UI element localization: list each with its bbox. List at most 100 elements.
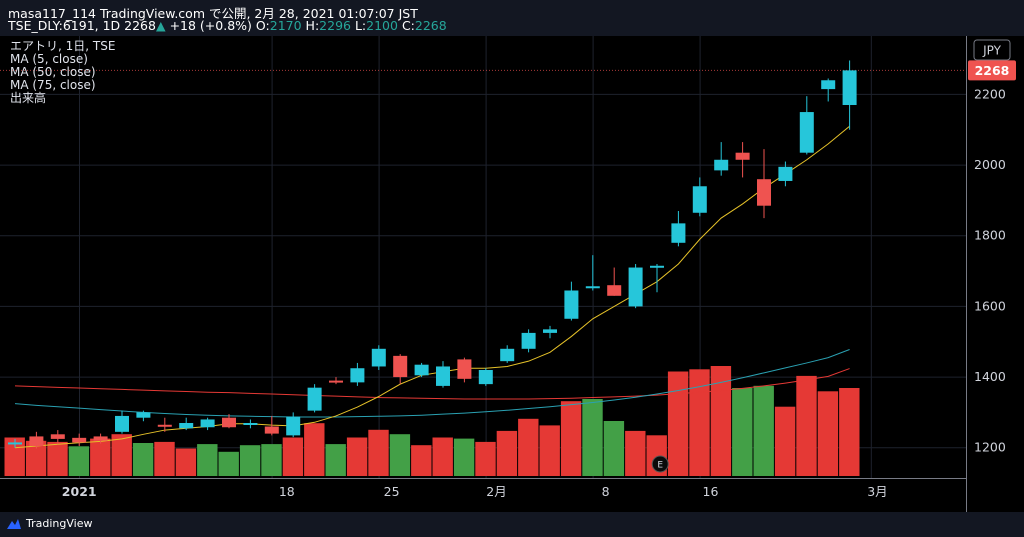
chart-header: masa117_114 TradingView.com で公開, 2月 28, … — [0, 0, 1024, 36]
candle[interactable] — [414, 362, 429, 378]
y-tick-label: 1800 — [974, 228, 1006, 243]
candle[interactable] — [243, 419, 258, 429]
candle[interactable] — [457, 357, 472, 383]
candle[interactable] — [157, 417, 172, 432]
legend-ma75[interactable]: MA (75, close) — [10, 78, 96, 92]
candle[interactable] — [521, 329, 536, 353]
candle[interactable] — [564, 281, 579, 321]
tradingview-logo[interactable]: TradingView — [6, 517, 92, 530]
ma75-line — [14, 368, 850, 400]
volume-bar — [817, 391, 839, 476]
last-price-badge — [968, 60, 1016, 81]
candle-body — [585, 286, 600, 289]
volume-bar — [411, 445, 432, 476]
up-arrow-icon: ▲ — [155, 18, 166, 33]
volume-bar — [261, 444, 282, 476]
volume-bar — [539, 425, 560, 476]
candle[interactable] — [93, 433, 108, 444]
x-tick-label: 25 — [384, 484, 400, 499]
candle[interactable] — [757, 149, 771, 219]
price-chart[interactable]: E 1200 1400 1600 1800 2000 2200 JPY 2268 2021 18 25… — [0, 36, 1024, 512]
candle[interactable] — [650, 264, 664, 293]
candle-body — [307, 387, 322, 411]
legend-volume[interactable]: 出来高 — [10, 91, 47, 105]
candle[interactable] — [628, 264, 643, 309]
candle[interactable] — [393, 354, 408, 385]
x-tick-label: 2月 — [486, 484, 506, 499]
volume-bar — [325, 444, 346, 476]
candle-body — [264, 426, 279, 434]
y-tick-label: 1600 — [974, 298, 1006, 313]
volume-bar — [432, 437, 453, 476]
legend-ma5[interactable]: MA (5, close) — [10, 52, 88, 66]
candle-body — [414, 364, 429, 376]
candle[interactable] — [478, 368, 493, 386]
candle[interactable] — [179, 417, 194, 431]
candle[interactable] — [692, 177, 707, 217]
candle[interactable] — [500, 345, 515, 363]
candle[interactable] — [307, 384, 322, 413]
volume-bar — [346, 437, 368, 476]
legend-symbol[interactable]: エアトリ, 1日, TSE — [10, 39, 116, 53]
candle[interactable] — [329, 377, 343, 385]
candle[interactable] — [543, 325, 557, 339]
volume-bar — [710, 366, 732, 476]
y-tick-label: 2200 — [974, 86, 1006, 101]
candle-body — [371, 348, 386, 367]
candle[interactable] — [585, 255, 600, 291]
legend-ma50[interactable]: MA (50, close) — [10, 65, 96, 79]
tradingview-logo-icon — [7, 518, 21, 529]
candle-body — [222, 417, 236, 428]
currency-box[interactable] — [973, 39, 1011, 61]
candle[interactable] — [371, 345, 386, 370]
candle[interactable] — [200, 417, 215, 431]
candle[interactable] — [735, 142, 750, 178]
volume-bar — [453, 438, 475, 476]
candle-body — [436, 366, 450, 386]
publish-title: masa117_114 TradingView.com で公開, 2月 28, … — [8, 6, 418, 21]
close-value: 2268 — [414, 18, 447, 33]
currency-label: JPY — [982, 44, 1002, 58]
candle[interactable] — [222, 414, 236, 429]
candle[interactable] — [714, 142, 729, 176]
earnings-marker-icon[interactable] — [651, 455, 669, 473]
candle[interactable] — [115, 410, 129, 434]
candle[interactable] — [136, 410, 151, 422]
candle-body — [692, 186, 707, 213]
candle[interactable] — [72, 433, 87, 446]
candle-body — [72, 437, 87, 443]
candle[interactable] — [778, 161, 793, 187]
footer-bar — [0, 512, 1024, 537]
candle[interactable] — [50, 430, 65, 445]
candle-body — [478, 370, 493, 385]
candle[interactable] — [607, 267, 622, 296]
candle-body — [628, 267, 643, 307]
candle-body — [757, 179, 771, 206]
close-label: C: — [401, 18, 415, 33]
candle-body — [157, 424, 172, 427]
candle[interactable] — [799, 96, 814, 155]
candle-body — [714, 159, 729, 171]
symbol-label: TSE_DLY:6191, 1D — [8, 18, 121, 33]
candle[interactable] — [264, 415, 279, 436]
x-tick-label: 18 — [279, 484, 295, 499]
indicator-legend: エアトリ, 1日, TSE MA (5, close) MA (50, clos… — [10, 40, 115, 105]
volume-bar — [282, 437, 304, 476]
candle[interactable] — [821, 78, 836, 102]
volume-bar — [753, 385, 774, 476]
candle[interactable] — [350, 362, 365, 386]
volume-bar — [667, 371, 689, 476]
candle[interactable] — [842, 60, 857, 130]
candle-body — [607, 285, 622, 296]
volume-bar — [154, 441, 175, 476]
candle[interactable] — [29, 431, 44, 449]
candle-body — [93, 436, 108, 441]
x-tick-label: 8 — [602, 484, 610, 499]
volume-bar — [25, 440, 47, 476]
volume-bar — [47, 441, 68, 476]
candle[interactable] — [436, 361, 450, 388]
candle[interactable] — [671, 211, 686, 247]
candle[interactable] — [8, 438, 22, 448]
candle[interactable] — [286, 412, 301, 438]
brand-name: TradingView — [26, 517, 93, 530]
